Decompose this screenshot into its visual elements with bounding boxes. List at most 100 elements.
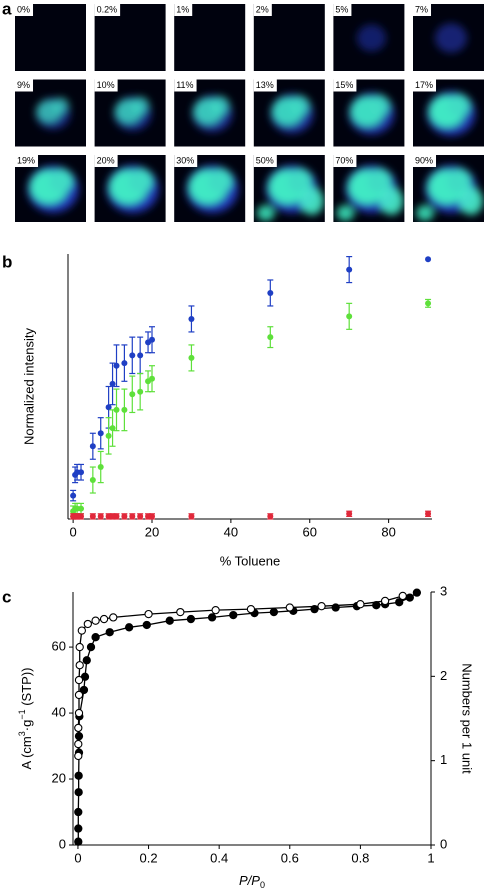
fluorescence [106, 165, 159, 213]
point [97, 430, 104, 437]
point [86, 642, 96, 652]
image-caption: 15% [335, 80, 353, 90]
y-label-main: A (cm [19, 736, 34, 769]
core [447, 169, 471, 193]
x-tick-label: 40 [224, 524, 238, 539]
image-caption: 1% [176, 4, 189, 14]
point [310, 605, 319, 614]
point [395, 598, 404, 607]
fluorescence [270, 93, 314, 134]
caption-box [413, 155, 437, 167]
point [176, 607, 185, 617]
x-tick-label: 80 [381, 524, 395, 539]
point [109, 380, 116, 387]
glow [435, 23, 467, 53]
image-caption: 30% [176, 155, 194, 165]
caption-box [174, 79, 197, 92]
fluorescence [416, 165, 483, 221]
point [74, 731, 84, 741]
point [269, 607, 279, 617]
point [83, 619, 92, 629]
image-caption: 5% [335, 4, 348, 14]
x-axis-label: P/P0 [239, 873, 265, 890]
point [74, 739, 83, 749]
fluorescence [336, 165, 404, 221]
fluorescence [35, 97, 71, 130]
caption-box [15, 79, 34, 92]
fluorescence [426, 91, 476, 136]
core [299, 187, 324, 215]
core [289, 95, 310, 116]
core [131, 96, 150, 115]
image-tile: 5% [333, 4, 405, 71]
image-caption: 7% [415, 4, 428, 14]
point [105, 628, 114, 637]
point [74, 807, 83, 817]
point [129, 513, 136, 520]
point [97, 513, 104, 520]
core [49, 169, 73, 193]
image-caption: 19% [17, 155, 35, 165]
core [208, 169, 233, 193]
y-axis-label: A (cm3·g−1 (STP)) [17, 668, 34, 770]
fluorescence [113, 96, 152, 131]
caption-box [413, 4, 432, 16]
x-tick-label: 0.4 [210, 850, 228, 865]
image-tile: 90% [413, 155, 484, 222]
y-axis-label: Normalized intensity [21, 327, 36, 445]
point [121, 513, 128, 520]
point [74, 751, 83, 761]
x-tick-label: 1 [427, 850, 434, 865]
image-tile: 1% [174, 4, 246, 71]
point [165, 616, 174, 625]
x-tick-label: 0.2 [140, 850, 158, 865]
x-tick-label: 0.8 [351, 850, 369, 865]
image-tile: 10% [94, 79, 166, 147]
image-tile: 2% [253, 4, 325, 71]
core [52, 97, 70, 114]
point [89, 513, 96, 520]
image-caption: 17% [415, 80, 433, 90]
image-tile: 70% [333, 155, 405, 222]
image-tile: 0% [15, 4, 86, 71]
point [267, 513, 274, 520]
point [149, 513, 155, 520]
point [137, 388, 144, 395]
point [74, 708, 84, 718]
image-tile: 7% [413, 4, 484, 71]
point [129, 352, 136, 359]
point [105, 404, 112, 411]
y-label-main: (STP)) [19, 668, 34, 710]
image-caption: 11% [176, 80, 193, 90]
core [128, 169, 153, 193]
image-tile: 50% [253, 155, 325, 222]
point [109, 613, 118, 622]
fluorescence [348, 92, 395, 135]
point [78, 505, 85, 512]
fluorescence [256, 165, 324, 221]
point [346, 266, 353, 273]
image-tile: 11% [174, 79, 246, 147]
fluorescence [435, 23, 467, 53]
point [380, 596, 390, 606]
point [70, 492, 77, 499]
y2-tick-label: 3 [440, 583, 447, 598]
image-caption: 50% [256, 155, 274, 165]
image-caption: 0% [17, 4, 30, 14]
x-tick-label: 60 [303, 524, 317, 539]
fluorescence [192, 94, 233, 133]
caption-box [333, 155, 357, 167]
point [74, 690, 84, 700]
point [105, 432, 112, 439]
point [137, 513, 144, 520]
point [137, 352, 144, 359]
point [79, 685, 89, 695]
image-tile: 30% [174, 155, 246, 222]
point [412, 588, 422, 597]
x-tick-label: 0 [70, 524, 77, 539]
caption-box [253, 79, 277, 92]
panel-label: a [2, 0, 12, 18]
point [75, 661, 84, 670]
point [425, 256, 432, 263]
core [336, 205, 355, 221]
